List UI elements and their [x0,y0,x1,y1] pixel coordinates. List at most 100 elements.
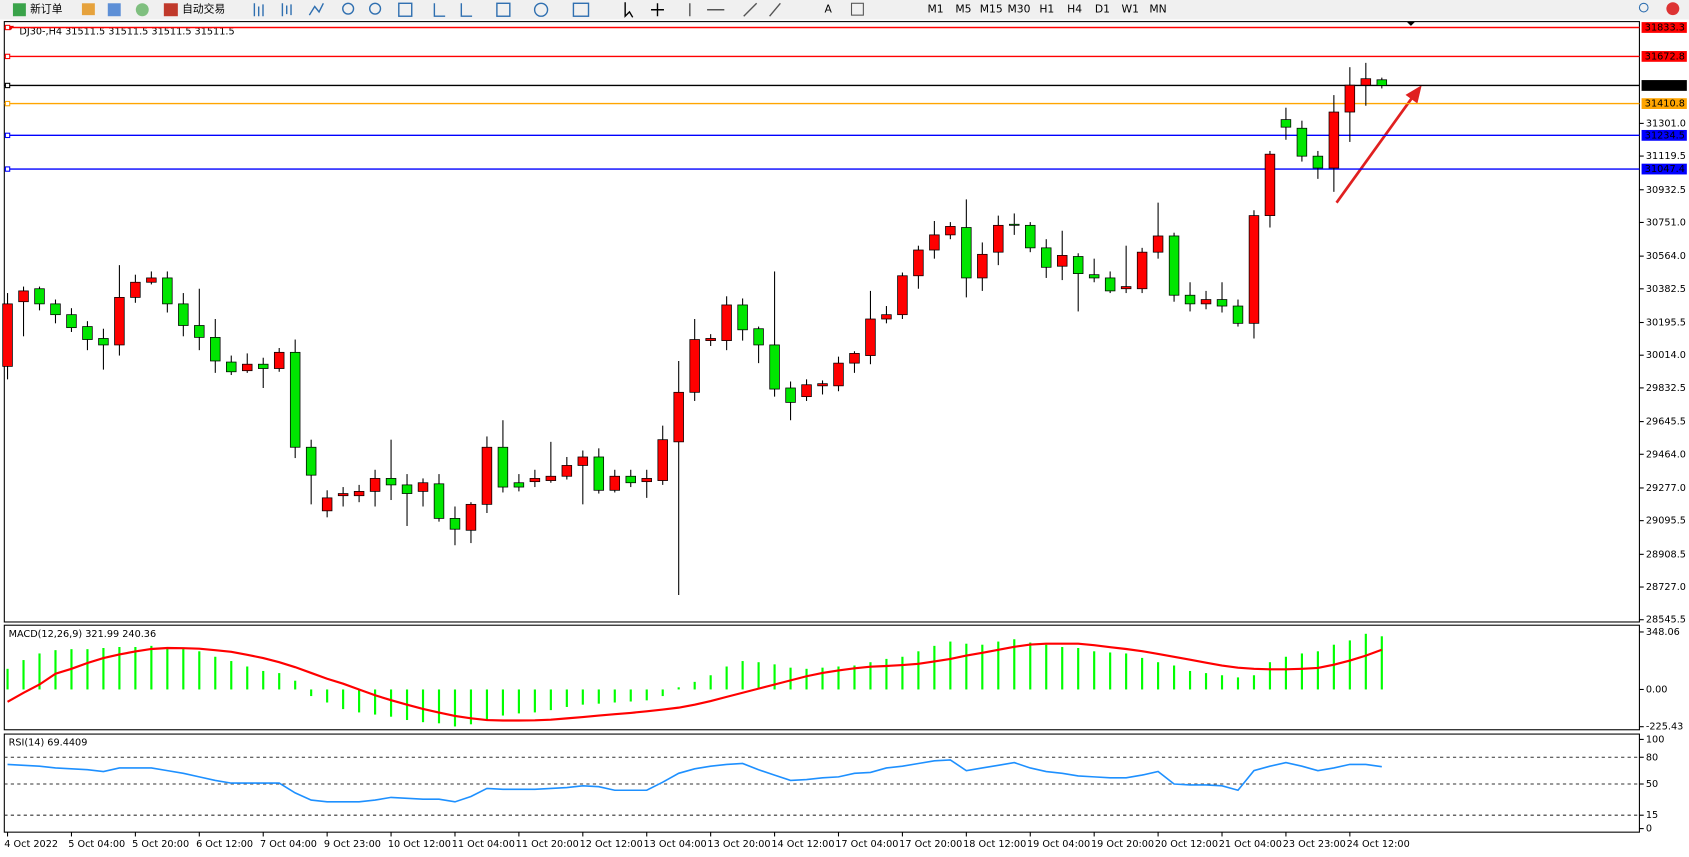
candle-body [305,446,317,476]
y-tick-label: 30014.0 [1646,350,1686,361]
search-icon[interactable] [1638,2,1649,13]
auto-trading-button[interactable]: 自动交易 [182,3,225,16]
candle-body [817,383,828,387]
candle-body [242,363,253,372]
candle-body [1009,223,1020,226]
candle-body [289,351,301,448]
crosshair-icon[interactable] [651,3,664,17]
timeframe-button[interactable]: D1 [1095,3,1110,16]
y-tick-label: 30564.0 [1646,251,1686,262]
candle-body [1136,251,1148,290]
timeframe-button[interactable]: H4 [1067,3,1082,16]
x-tick-label: 23 Oct 23:00 [1283,839,1346,850]
candle-body [162,277,173,305]
y-tick-label: 30195.5 [1646,318,1686,329]
y-tick-label: 29277.0 [1646,483,1686,494]
y-tick-label: 29645.5 [1646,417,1686,428]
level-label: 31833.3 [1645,22,1685,33]
bar-chart-icon[interactable] [253,3,264,17]
candle-body [513,482,525,488]
tool-icon[interactable] [107,3,121,17]
candle-body [769,344,780,390]
notification-icon[interactable] [1666,2,1680,16]
line-chart-icon[interactable] [308,2,324,16]
candle-body [1120,286,1132,290]
tile-icon[interactable] [398,2,413,17]
candle-body [1072,256,1084,274]
scroll-icon[interactable] [433,3,473,17]
new-order-button[interactable]: 新订单 [30,3,63,16]
candle-body [993,224,1004,253]
indicator-icon[interactable] [496,2,511,17]
y-tick-label: 348.06 [1646,627,1680,638]
level-label-bg [1641,98,1687,109]
x-tick-label: 11 Oct 04:00 [452,839,515,850]
draw-icons[interactable] [689,2,781,17]
candle-body [433,483,445,519]
candle-body [961,227,972,279]
candle-body [82,326,93,340]
timeframe-button[interactable]: M1 [928,3,944,16]
candle-body [401,484,413,494]
candle-body [705,338,716,341]
label-tool[interactable] [850,2,864,16]
candle-body [785,387,796,403]
period-icon[interactable] [533,2,549,17]
x-tick-label: 6 Oct 12:00 [196,839,253,850]
x-tick-label: 9 Oct 23:00 [324,839,381,850]
arrow-head [1405,85,1422,104]
candle-body [561,465,573,477]
shift-marker [1406,21,1416,26]
candle-body [1025,224,1036,249]
x-tick-label: 11 Oct 20:00 [516,839,579,850]
level-label: 31410.8 [1645,99,1685,110]
candle-body [673,391,684,443]
timeframe-button[interactable]: MN [1149,3,1166,16]
cursor-icon[interactable] [624,2,634,18]
candle-body [1280,119,1292,128]
annotation-arrow [1335,85,1422,204]
level-handle [4,82,11,89]
x-tick-label: 5 Oct 04:00 [68,839,125,850]
zoom-out-icon[interactable] [369,2,382,15]
candle-body [577,456,589,466]
text-tool[interactable]: A [825,3,833,16]
x-tick-label: 14 Oct 12:00 [771,839,834,850]
timeframe-button[interactable]: M5 [955,3,971,16]
level-label-bg [1641,51,1687,62]
timeframe-button[interactable]: W1 [1121,3,1139,16]
timeframe-button[interactable]: M15 [980,3,1003,16]
candle-body [353,491,365,497]
rsi-title: RSI(14) 69.4409 [9,738,88,749]
candle-body [1328,111,1340,169]
candle-body [417,482,429,492]
y-tick-label: 0.00 [1646,684,1668,695]
candle-body [273,351,285,369]
candle-body [1344,84,1356,113]
y-tick-label: 29464.0 [1646,449,1686,460]
candle-body [1168,235,1180,296]
candle-body [641,478,652,483]
y-tick-label: 50 [1646,779,1658,790]
level-label-bg [1641,129,1687,141]
new-order-icon[interactable] [12,3,26,17]
template-icon[interactable] [572,2,590,17]
x-tick-label: 20 Oct 12:00 [1155,839,1218,850]
candle-body [178,303,189,326]
level-label: 31047.4 [1645,164,1685,175]
candle-body [34,288,45,305]
tool-icon[interactable] [81,3,95,16]
candle-body [369,478,381,492]
timeframe-button[interactable]: H1 [1039,3,1054,16]
timeframe-button[interactable]: M30 [1008,3,1031,16]
candle-body [913,249,924,277]
tool-icon[interactable] [135,3,149,17]
auto-trading-icon[interactable] [163,3,178,17]
zoom-in-icon[interactable] [342,2,355,15]
y-tick-label: 0 [1646,824,1652,835]
chart-tools [253,2,781,18]
candle-body [1056,255,1068,267]
candle-chart-icon[interactable] [281,3,292,17]
x-tick-label: 17 Oct 04:00 [835,839,898,850]
